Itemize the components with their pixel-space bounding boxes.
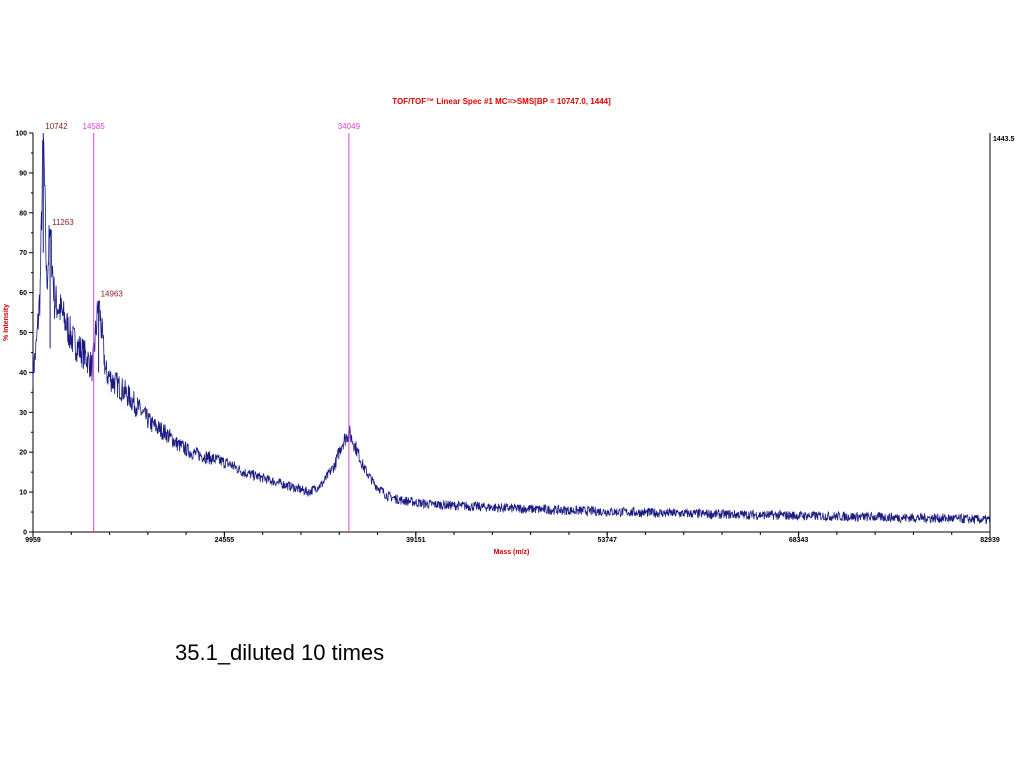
x-tick-label: 68343 xyxy=(789,537,809,544)
chart-title: TOF/TOF™ Linear Spec #1 MC=>SMS[BP = 107… xyxy=(392,97,611,106)
y-tick-label: 10 xyxy=(19,490,27,497)
spectrum-trace xyxy=(32,137,991,525)
y-tick-label: 100 xyxy=(15,131,27,138)
x-tick-label: 53747 xyxy=(597,537,617,544)
y-tick-label: 70 xyxy=(19,250,27,257)
y-tick-label: 90 xyxy=(19,170,27,177)
marker-label: 34049 xyxy=(338,122,361,131)
y-axis-label: % Intensity xyxy=(3,304,10,341)
x-axis-label: Mass (m/z) xyxy=(494,549,530,556)
x-tick-label: 39151 xyxy=(406,537,426,544)
peak-label: 10742 xyxy=(45,122,68,131)
y-tick-label: 40 xyxy=(19,370,27,377)
y-tick-label: 0 xyxy=(23,530,27,537)
y-tick-label: 80 xyxy=(19,210,27,217)
peak-label: 11263 xyxy=(52,218,74,227)
x-tick-label: 24555 xyxy=(215,537,235,544)
slide-caption: 35.1_diluted 10 times xyxy=(175,640,385,665)
peak-label: 14963 xyxy=(101,290,124,299)
y-tick-label: 60 xyxy=(19,290,27,297)
x-tick-label: 82939 xyxy=(980,537,1000,544)
x-tick-label: 9959 xyxy=(25,537,41,544)
y-tick-label: 50 xyxy=(19,330,27,337)
right-axis-label: 1443.5 xyxy=(993,136,1015,143)
y-tick-label: 20 xyxy=(19,450,27,457)
marker-label: 14585 xyxy=(83,122,106,131)
y-tick-label: 30 xyxy=(19,410,27,417)
